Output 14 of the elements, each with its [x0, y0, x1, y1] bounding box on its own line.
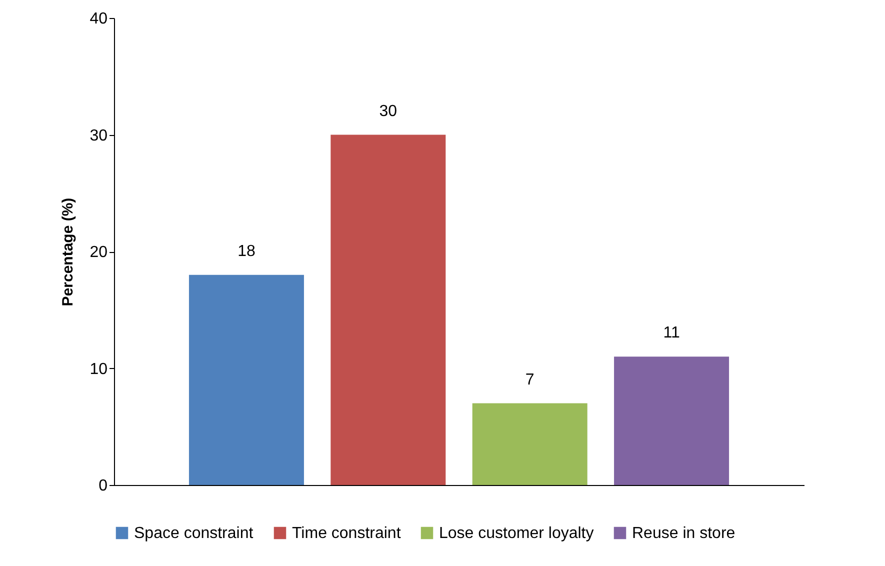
legend-label: Time constraint	[292, 525, 402, 542]
y-tick-label: 20	[90, 244, 108, 261]
legend-label: Space constraint	[134, 525, 254, 542]
data-label: 30	[379, 102, 398, 120]
data-label: 18	[238, 242, 256, 260]
y-tick-label: 10	[90, 360, 108, 378]
y-tick-label: 30	[90, 127, 108, 144]
data-label: 7	[525, 371, 534, 388]
data-label: 11	[663, 324, 680, 342]
legend-label: Reuse in store	[632, 525, 736, 542]
y-tick-label: 0	[98, 478, 108, 494]
y-axis-title: Percentage (%)	[60, 198, 77, 306]
legend-label: Lose customer loyalty	[439, 525, 594, 542]
y-tick-label: 40	[90, 10, 108, 28]
